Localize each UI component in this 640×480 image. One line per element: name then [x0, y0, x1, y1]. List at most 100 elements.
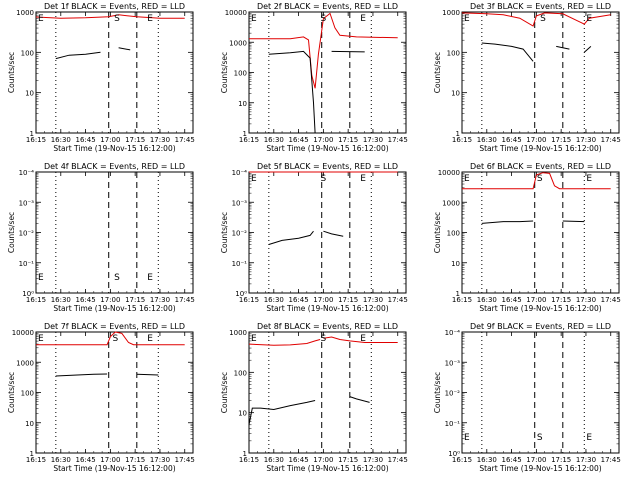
x-tick-label: 16:30 — [477, 456, 497, 464]
x-tick-label: 16:15 — [452, 296, 472, 304]
panel-title: Det 6f BLACK = Events, RED = LLD — [470, 162, 611, 171]
marker-e-right: E — [147, 334, 153, 344]
marker-e-right: E — [586, 14, 592, 24]
plot-frame — [35, 331, 194, 454]
marker-s: S — [537, 433, 543, 443]
panel-title: Det 4f BLACK = Events, RED = LLD — [44, 162, 185, 171]
x-tick-label: 16:15 — [452, 136, 472, 144]
x-tick-label: 17:00 — [526, 136, 546, 144]
plot-frame — [248, 331, 407, 454]
x-axis-label: Start Time (19-Nov-15 16:12:00) — [266, 144, 388, 153]
x-tick-label: 17:30 — [363, 456, 383, 464]
events-series-line — [136, 373, 159, 376]
events-series-line — [268, 50, 316, 134]
y-tick-label: 10⁰ — [448, 450, 460, 458]
y-tick-label: 10⁻⁴ — [19, 169, 35, 177]
y-tick-label: 10⁻³ — [19, 199, 35, 207]
x-tick-label: 17:30 — [150, 296, 170, 304]
y-axis-label: Counts/sec — [220, 52, 229, 93]
detector-panel-9: Det 9f BLACK = Events, RED = LLD 16:15 16:… — [433, 322, 621, 473]
x-axis-label: Start Time (19-Nov-15 16:12:00) — [479, 144, 601, 153]
x-tick-label: 17:00 — [100, 456, 120, 464]
plot-frame — [461, 171, 620, 294]
lld-series-line — [462, 172, 611, 190]
marker-e-right: E — [147, 273, 153, 283]
marker-s: S — [114, 14, 120, 24]
marker-s: S — [114, 273, 120, 283]
marker-s: S — [321, 174, 327, 184]
marker-s: S — [540, 14, 546, 24]
y-tick-label: 1 — [30, 130, 34, 138]
x-tick-label: 16:45 — [288, 456, 308, 464]
x-tick-label: 16:15 — [26, 456, 46, 464]
x-tick-label: 16:30 — [264, 456, 284, 464]
y-tick-label: 1000 — [16, 359, 34, 367]
x-tick-label: 16:30 — [51, 136, 71, 144]
marker-e-left: E — [38, 273, 44, 283]
x-tick-label: 16:45 — [75, 136, 95, 144]
x-tick-label: 17:30 — [576, 296, 596, 304]
events-series-line — [556, 45, 570, 50]
marker-e-left: E — [251, 174, 257, 184]
y-tick-label: 10 — [25, 90, 34, 98]
y-tick-label: 1 — [456, 290, 460, 298]
x-tick-label: 17:45 — [175, 456, 195, 464]
x-tick-label: 17:30 — [150, 456, 170, 464]
y-tick-label: 10⁻² — [19, 230, 35, 238]
lld-series-line — [323, 336, 398, 343]
x-tick-label: 17:15 — [125, 296, 145, 304]
x-axis-label: Start Time (19-Nov-15 16:12:00) — [266, 304, 388, 313]
lld-series-line — [249, 12, 398, 89]
y-tick-label: 100 — [447, 230, 460, 238]
x-tick-label: 16:45 — [501, 456, 521, 464]
y-tick-label: 100 — [21, 49, 34, 57]
marker-e-right: E — [586, 433, 592, 443]
y-tick-label: 100 — [234, 70, 247, 78]
marker-e-left: E — [38, 14, 44, 24]
marker-e-left: E — [464, 174, 470, 184]
x-tick-label: 16:30 — [477, 136, 497, 144]
events-series-line — [55, 51, 101, 60]
y-tick-label: 10⁻¹ — [445, 420, 461, 428]
x-tick-label: 16:30 — [264, 136, 284, 144]
x-tick-label: 16:15 — [239, 296, 259, 304]
panel-title: Det 1f BLACK = Events, RED = LLD — [44, 2, 185, 11]
x-tick-label: 17:00 — [313, 456, 333, 464]
events-series-line — [323, 230, 344, 237]
y-tick-label: 1 — [243, 450, 247, 458]
y-tick-label: 10 — [238, 410, 247, 418]
lld-series-line — [248, 339, 321, 346]
x-tick-label: 17:30 — [576, 456, 596, 464]
x-tick-label: 17:45 — [175, 136, 195, 144]
y-tick-label: 1 — [30, 450, 34, 458]
y-tick-label: 1000 — [229, 39, 247, 47]
panel-title: Det 9f BLACK = Events, RED = LLD — [470, 322, 611, 331]
marker-e-right: E — [360, 334, 366, 344]
y-tick-label: 10000 — [12, 329, 34, 337]
events-series-line — [583, 46, 592, 53]
plot-frame — [35, 11, 194, 134]
marker-e-left: E — [464, 433, 470, 443]
y-tick-label: 1000 — [442, 199, 460, 207]
x-tick-label: 17:45 — [175, 296, 195, 304]
events-series-line — [349, 396, 370, 403]
x-tick-label: 16:45 — [501, 296, 521, 304]
events-series-line — [331, 50, 365, 53]
y-tick-label: 10⁻¹ — [232, 260, 248, 268]
lld-series-line — [461, 12, 611, 27]
y-tick-label: 10⁰ — [235, 290, 247, 298]
events-series-line — [562, 220, 585, 223]
x-tick-label: 16:45 — [501, 136, 521, 144]
events-series-line — [268, 230, 314, 245]
x-tick-label: 16:45 — [288, 136, 308, 144]
x-tick-label: 17:45 — [388, 456, 408, 464]
panel-title: Det 3f BLACK = Events, RED = LLD — [470, 2, 611, 11]
panel-title: Det 2f BLACK = Events, RED = LLD — [257, 2, 398, 11]
y-axis-label: Counts/sec — [7, 212, 16, 253]
y-tick-label: 10000 — [225, 9, 247, 17]
x-tick-label: 17:45 — [601, 136, 621, 144]
y-tick-label: 10⁻² — [445, 390, 461, 398]
y-tick-label: 1000 — [16, 9, 34, 17]
y-axis-label: Counts/sec — [433, 52, 442, 93]
x-tick-label: 16:15 — [26, 136, 46, 144]
